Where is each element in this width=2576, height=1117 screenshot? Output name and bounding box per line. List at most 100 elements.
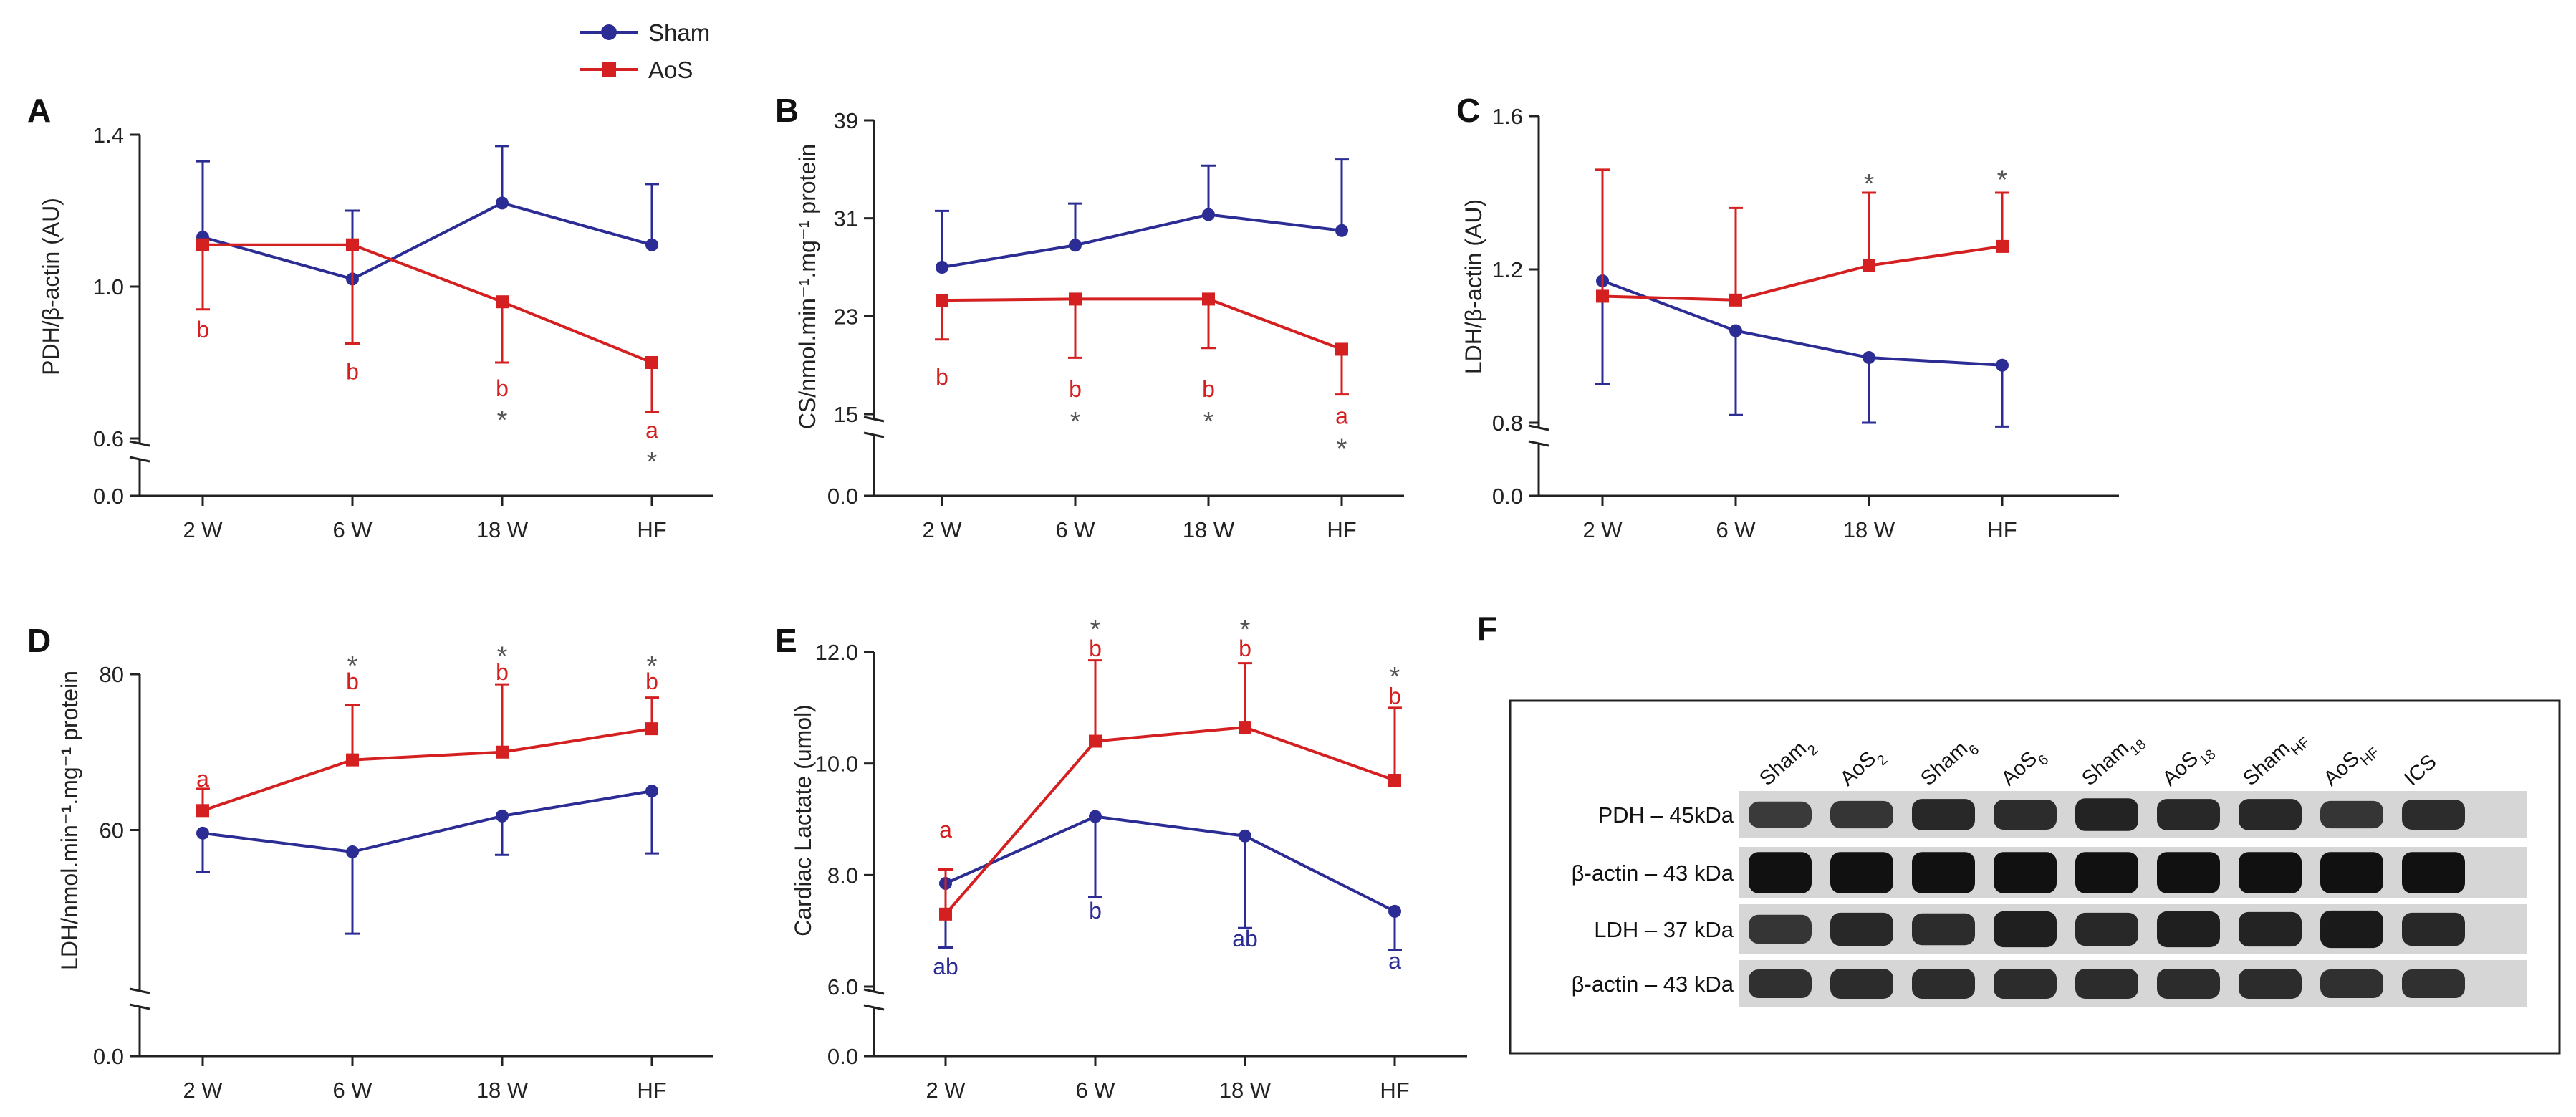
blot-band bbox=[1749, 969, 1812, 999]
y-tick-label-a: 0.6 bbox=[93, 426, 124, 451]
significance-letter-e: b bbox=[1089, 898, 1102, 924]
significance-letter-b: a bbox=[1335, 403, 1348, 428]
significance-letter-d: b bbox=[645, 668, 658, 694]
y-tick-label-b: 15 bbox=[834, 402, 858, 427]
axis-break-mark-c bbox=[1528, 440, 1549, 447]
point-aos-d bbox=[196, 804, 209, 818]
legend-sham-label: Sham bbox=[648, 19, 710, 46]
blot-band bbox=[2320, 969, 2383, 999]
y-tick-label-c: 0.0 bbox=[1492, 484, 1523, 509]
point-sham-c bbox=[1863, 351, 1875, 365]
point-aos-b bbox=[936, 294, 948, 307]
x-tick-label-c: 2 W bbox=[1582, 517, 1623, 542]
point-aos-a bbox=[196, 238, 209, 251]
blot-band bbox=[1749, 914, 1812, 944]
blot-band bbox=[2320, 800, 2383, 829]
x-tick-label-a: 18 W bbox=[476, 517, 529, 542]
blot-band bbox=[2239, 911, 2302, 947]
blot-band bbox=[2075, 969, 2138, 999]
blot-band bbox=[2075, 798, 2138, 831]
series-line-aos-a bbox=[203, 243, 653, 364]
x-tick-label-d: 2 W bbox=[183, 1078, 223, 1103]
panel-a-chart: A PDH/β-actin (AU) 0.0 0.6 1.0 1.4 2 W 6 W 18 W H… bbox=[27, 92, 713, 542]
blot-band bbox=[1994, 800, 2057, 830]
point-aos-e bbox=[939, 907, 952, 921]
blot-band bbox=[1749, 852, 1812, 893]
axis-break-mark-a bbox=[129, 456, 150, 463]
blot-band bbox=[2320, 910, 2383, 949]
blot-band bbox=[2320, 852, 2383, 893]
legend-aos-marker bbox=[602, 62, 616, 77]
significance-letter-a: b bbox=[346, 358, 359, 384]
significance-letter-a: b bbox=[496, 375, 509, 401]
significance-letter-b: b bbox=[1202, 376, 1215, 402]
y-tick-label-a: 0.0 bbox=[93, 484, 124, 509]
y-axis-label-b: CS/nmol.min⁻¹.mg⁻¹ protein bbox=[794, 144, 820, 429]
axis-break-mark-d bbox=[129, 1003, 150, 1010]
y-tick-label-b: 23 bbox=[834, 304, 858, 329]
point-aos-d bbox=[645, 722, 658, 736]
y-tick-label-e: 12.0 bbox=[815, 640, 858, 665]
significance-letter-e: b bbox=[1239, 636, 1251, 661]
point-sham-c bbox=[1729, 324, 1742, 337]
point-aos-d bbox=[346, 753, 359, 767]
point-aos-b bbox=[1202, 292, 1215, 306]
significance-letter-d: b bbox=[496, 659, 509, 685]
point-sham-d bbox=[196, 826, 209, 840]
y-tick-label-a: 1.4 bbox=[93, 123, 124, 148]
point-sham-d bbox=[346, 845, 359, 858]
panel-letter-a: A bbox=[27, 92, 51, 129]
y-tick-label-b: 0.0 bbox=[827, 484, 858, 509]
x-tick-label-b: 2 W bbox=[922, 517, 962, 542]
point-sham-d bbox=[496, 809, 509, 823]
panel-b-chart: B CS/nmol.min⁻¹.mg⁻¹ protein 0.0 15 23 31 39 2 … bbox=[775, 92, 1404, 542]
point-sham-a bbox=[496, 196, 509, 210]
significance-star-b: * bbox=[1070, 407, 1081, 437]
point-sham-e bbox=[1388, 904, 1401, 918]
point-aos-c bbox=[1996, 239, 2009, 253]
blot-row-label: β-actin – 43 kDa bbox=[1572, 860, 1734, 886]
point-aos-a bbox=[645, 356, 658, 369]
series-line-sham-d bbox=[202, 790, 653, 853]
point-aos-b bbox=[1335, 342, 1348, 356]
significance-star-b: * bbox=[1203, 407, 1214, 437]
significance-star-d: * bbox=[347, 651, 358, 681]
significance-star-a: * bbox=[497, 406, 508, 436]
x-tick-label-c: 6 W bbox=[1716, 517, 1756, 542]
series-line-sham-a bbox=[202, 201, 653, 281]
significance-letter-e: a bbox=[1388, 948, 1401, 974]
x-tick-label-d: HF bbox=[637, 1078, 666, 1103]
significance-letter-a: b bbox=[196, 317, 209, 342]
significance-star-d: * bbox=[497, 642, 508, 672]
x-tick-label-a: 6 W bbox=[332, 517, 373, 542]
series-line-sham-c bbox=[1602, 279, 2003, 367]
point-aos-e bbox=[1239, 721, 1251, 734]
y-tick-label-d: 60 bbox=[100, 818, 124, 843]
y-tick-label-d: 80 bbox=[100, 662, 124, 687]
series-line-aos-b bbox=[941, 297, 1342, 351]
x-tick-label-a: HF bbox=[637, 517, 666, 542]
significance-star-b: * bbox=[1337, 433, 1347, 464]
blot-band bbox=[1830, 852, 1893, 893]
blot-row-label: PDH – 45kDa bbox=[1597, 802, 1734, 828]
blot-band bbox=[1994, 911, 2057, 948]
blot-band bbox=[2402, 969, 2465, 999]
point-aos-d bbox=[496, 745, 509, 759]
significance-letter-a: a bbox=[645, 417, 658, 443]
significance-star-e: * bbox=[1090, 615, 1101, 645]
point-aos-a bbox=[496, 295, 509, 309]
point-sham-a bbox=[645, 238, 658, 251]
x-tick-label-a: 2 W bbox=[183, 517, 223, 542]
blot-band bbox=[2402, 912, 2465, 946]
blot-band bbox=[2157, 852, 2220, 893]
x-tick-label-c: HF bbox=[1987, 517, 2017, 542]
significance-letter-d: b bbox=[346, 668, 359, 694]
y-axis-label-c: LDH/β-actin (AU) bbox=[1461, 199, 1486, 374]
y-tick-label-d: 0.0 bbox=[93, 1044, 124, 1069]
point-sham-b bbox=[1069, 239, 1082, 252]
blot-band bbox=[1749, 801, 1812, 828]
panel-letter-b: B bbox=[775, 92, 799, 129]
axis-break-mark-e bbox=[863, 988, 885, 995]
